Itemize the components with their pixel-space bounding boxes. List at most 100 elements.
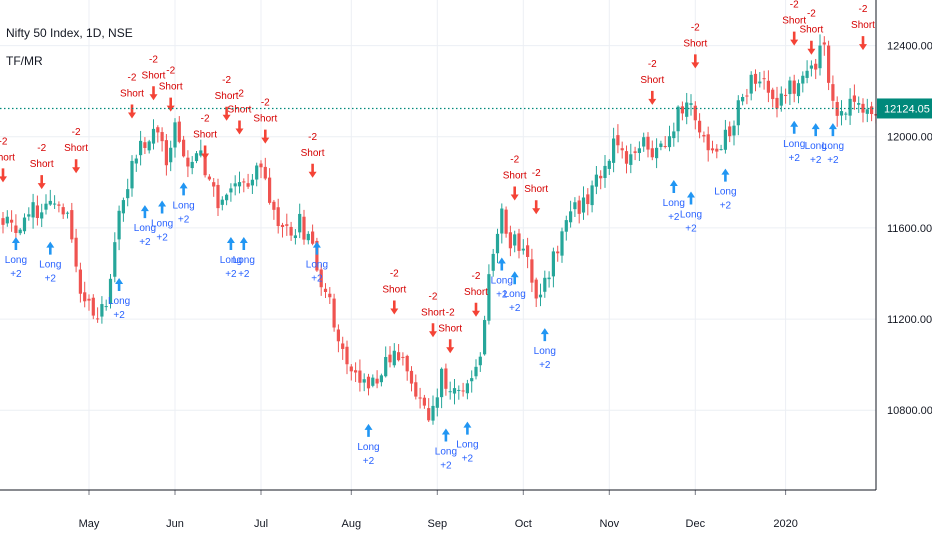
candle-body xyxy=(173,122,177,148)
long-label: Long xyxy=(357,442,379,453)
candle-body xyxy=(616,135,620,146)
candle-body xyxy=(130,160,134,189)
candle-body xyxy=(796,83,801,97)
short-value: -2 xyxy=(166,66,175,77)
long-arrow xyxy=(463,421,472,435)
time-tick-label: Aug xyxy=(342,518,362,530)
candle-body xyxy=(495,233,500,254)
price-tick-label: 10800.00 xyxy=(887,405,932,417)
chart-title[interactable]: Nifty 50 Index, 1D, NSE xyxy=(6,26,133,40)
candle-body xyxy=(801,75,805,84)
candle-body xyxy=(186,157,190,167)
short-arrow xyxy=(308,163,317,178)
short-value: -2 xyxy=(429,291,438,302)
candle-body xyxy=(250,179,254,186)
short-value: -2 xyxy=(37,143,46,154)
candle-body xyxy=(775,97,779,109)
candle-body xyxy=(508,232,512,249)
candle-body xyxy=(362,379,366,383)
candle-body xyxy=(147,141,151,151)
candle-body xyxy=(848,98,852,116)
candle-body xyxy=(852,95,856,102)
candle-body xyxy=(706,134,710,151)
candle-body xyxy=(624,151,629,164)
short-arrow xyxy=(261,129,270,144)
candle-body xyxy=(762,78,766,80)
candle-body xyxy=(839,111,844,116)
short-label: Short xyxy=(438,323,462,334)
candle-body xyxy=(736,100,740,126)
short-arrow xyxy=(0,168,7,183)
candle-body xyxy=(311,231,315,244)
candle-body xyxy=(586,194,590,205)
candle-body xyxy=(134,158,138,164)
candle-body xyxy=(242,181,246,183)
candle-body xyxy=(255,165,259,180)
candle-body xyxy=(409,370,414,384)
candle-body xyxy=(371,377,375,386)
candle-body xyxy=(538,294,543,298)
short-label: Short xyxy=(640,75,664,86)
candle-body xyxy=(203,153,207,176)
candle-body xyxy=(61,207,65,215)
price-tick-label: 12400.00 xyxy=(887,41,932,53)
candle-body xyxy=(766,80,770,93)
candle-body xyxy=(633,151,637,153)
candle-body xyxy=(521,248,525,251)
candle-body xyxy=(199,150,203,156)
candle-body xyxy=(478,356,482,366)
candle-body xyxy=(500,208,504,234)
long-value: +2 xyxy=(113,310,125,321)
candle-body xyxy=(642,137,646,147)
long-label: Long xyxy=(108,296,130,307)
grid-layer xyxy=(0,0,876,490)
candle-body xyxy=(603,165,607,178)
candle-body xyxy=(246,183,250,187)
candle-body xyxy=(190,161,194,169)
candle-body xyxy=(753,73,758,84)
long-arrow xyxy=(497,257,506,271)
short-arrow xyxy=(235,120,244,135)
candle-body xyxy=(758,81,762,84)
short-label: Short xyxy=(799,25,823,36)
short-label: Short xyxy=(851,20,875,31)
long-label: Long xyxy=(134,223,156,234)
candle-body xyxy=(612,138,616,163)
candle-body xyxy=(715,148,719,152)
indicator-label[interactable]: TF/MR xyxy=(6,54,43,68)
short-value: -2 xyxy=(0,136,8,147)
long-value: +2 xyxy=(462,454,474,465)
candle-body xyxy=(293,235,297,239)
candle-body xyxy=(805,70,809,78)
short-label: Short xyxy=(382,285,406,296)
short-arrow xyxy=(510,186,519,201)
candle-body xyxy=(517,233,521,251)
long-value: +2 xyxy=(311,274,323,285)
candle-body xyxy=(741,97,745,102)
candle-body xyxy=(18,229,22,234)
candle-body xyxy=(771,89,775,100)
candle-body xyxy=(233,183,237,187)
short-arrow xyxy=(166,97,175,112)
candle-body xyxy=(10,219,14,223)
candle-body xyxy=(569,211,573,223)
long-label: Long xyxy=(306,260,328,271)
candle-body xyxy=(259,163,263,168)
candle-body xyxy=(685,102,689,117)
short-label: Short xyxy=(228,104,252,115)
candle-body xyxy=(229,188,233,193)
candle-body xyxy=(865,109,869,114)
candle-body xyxy=(749,74,753,94)
candle-body xyxy=(328,293,332,298)
candle-body xyxy=(487,274,491,321)
candle-body xyxy=(83,292,87,302)
short-arrow xyxy=(201,145,210,160)
candle-body xyxy=(44,203,48,210)
candle-body xyxy=(27,214,31,217)
time-tick-label: May xyxy=(79,518,100,530)
candle-body xyxy=(659,143,663,148)
candle-body xyxy=(809,65,813,69)
candle-body xyxy=(272,201,276,210)
